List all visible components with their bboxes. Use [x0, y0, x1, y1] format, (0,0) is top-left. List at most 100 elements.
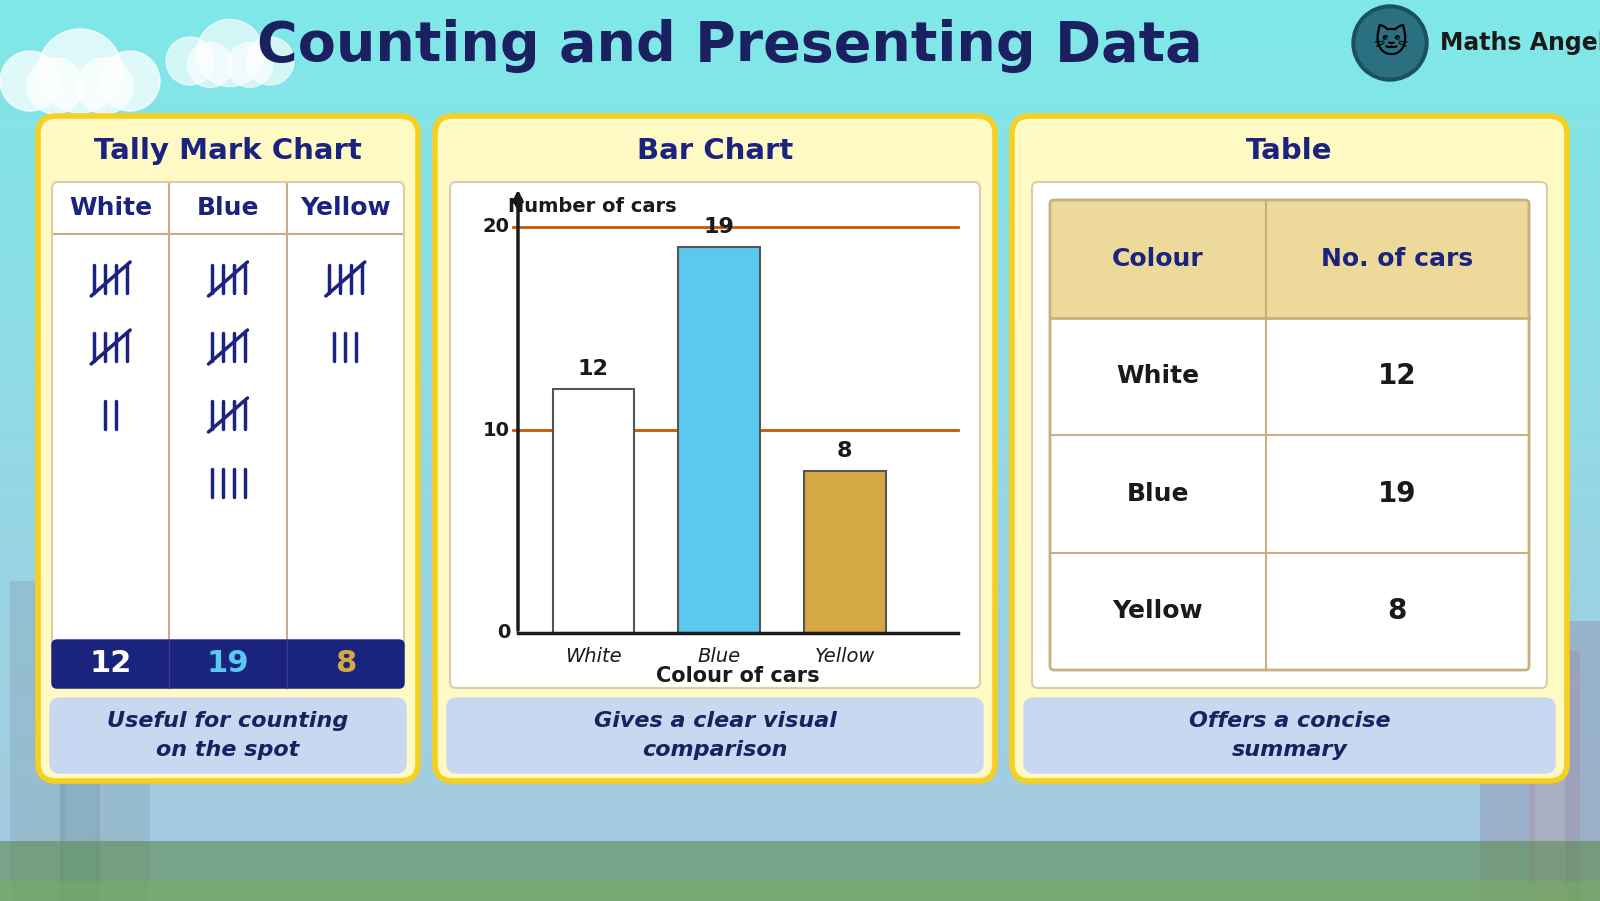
Text: Number of cars: Number of cars: [509, 197, 677, 216]
Bar: [0, 883, 1600, 886]
Bar: [0, 105, 1600, 108]
Bar: [0, 378, 1600, 381]
Text: Offers a concise
summary: Offers a concise summary: [1189, 711, 1390, 760]
Bar: [0, 646, 1600, 649]
Bar: [0, 198, 1600, 201]
Bar: [0, 489, 1600, 493]
Text: 🐱: 🐱: [1373, 26, 1408, 59]
Bar: [0, 441, 1600, 444]
Bar: [0, 550, 1600, 552]
Bar: [0, 223, 1600, 225]
Bar: [0, 613, 1600, 615]
Bar: [0, 853, 1600, 856]
Text: Counting and Presenting Data: Counting and Presenting Data: [258, 19, 1203, 73]
FancyBboxPatch shape: [446, 698, 982, 773]
Text: Blue: Blue: [197, 196, 259, 220]
Bar: [0, 669, 1600, 673]
Text: 19: 19: [206, 650, 250, 678]
Bar: [0, 78, 1600, 81]
Bar: [0, 733, 1600, 736]
Bar: [0, 471, 1600, 475]
Bar: [0, 574, 1600, 577]
Bar: [0, 640, 1600, 642]
Bar: [0, 514, 1600, 516]
Bar: [0, 243, 1600, 246]
FancyBboxPatch shape: [1032, 182, 1547, 688]
Bar: [0, 480, 1600, 484]
Bar: [0, 385, 1600, 387]
Circle shape: [1357, 9, 1424, 77]
Bar: [0, 24, 1600, 27]
Text: 12: 12: [90, 650, 131, 678]
Bar: [0, 820, 1600, 823]
Text: 12: 12: [1378, 362, 1416, 390]
Text: 20: 20: [483, 217, 510, 236]
Bar: [0, 534, 1600, 538]
Bar: [0, 48, 1600, 51]
Bar: [1050, 200, 1530, 317]
Text: White: White: [565, 647, 622, 666]
Bar: [0, 628, 1600, 631]
Bar: [0, 376, 1600, 378]
Bar: [0, 462, 1600, 466]
Bar: [0, 234, 1600, 237]
Text: Maths Angel: Maths Angel: [1440, 31, 1600, 55]
Bar: [0, 291, 1600, 295]
Bar: [0, 778, 1600, 781]
Bar: [0, 496, 1600, 498]
Bar: [0, 754, 1600, 757]
Bar: [0, 760, 1600, 763]
Bar: [0, 408, 1600, 412]
Bar: [0, 264, 1600, 268]
Bar: [0, 881, 1600, 901]
Bar: [0, 859, 1600, 862]
Bar: [0, 484, 1600, 487]
Bar: [0, 138, 1600, 141]
Bar: [0, 565, 1600, 568]
Bar: [0, 487, 1600, 489]
Bar: [0, 331, 1600, 333]
Bar: [0, 228, 1600, 232]
Bar: [0, 72, 1600, 75]
Bar: [0, 835, 1600, 838]
Bar: [0, 532, 1600, 534]
Bar: [0, 691, 1600, 694]
Bar: [0, 412, 1600, 414]
Bar: [0, 541, 1600, 543]
Bar: [0, 529, 1600, 532]
Text: Table: Table: [1246, 137, 1333, 165]
Bar: [0, 694, 1600, 696]
Bar: [0, 318, 1600, 322]
Bar: [0, 135, 1600, 138]
Bar: [0, 201, 1600, 205]
Bar: [0, 396, 1600, 399]
Text: Useful for counting
on the spot: Useful for counting on the spot: [107, 711, 349, 760]
Bar: [0, 577, 1600, 579]
Bar: [0, 736, 1600, 739]
Bar: [0, 246, 1600, 250]
Bar: [0, 315, 1600, 318]
Bar: [0, 772, 1600, 775]
Bar: [0, 523, 1600, 525]
Bar: [0, 856, 1600, 859]
Bar: [0, 210, 1600, 214]
Bar: [0, 327, 1600, 331]
Bar: [0, 153, 1600, 156]
Bar: [0, 601, 1600, 604]
Bar: [0, 30, 1600, 33]
Bar: [0, 336, 1600, 340]
FancyBboxPatch shape: [1024, 698, 1555, 773]
Bar: [0, 739, 1600, 742]
Bar: [0, 333, 1600, 336]
Bar: [0, 171, 1600, 174]
Bar: [0, 787, 1600, 790]
Bar: [0, 297, 1600, 300]
Bar: [0, 120, 1600, 123]
Bar: [0, 655, 1600, 658]
Bar: [0, 547, 1600, 550]
Bar: [0, 117, 1600, 120]
Bar: [0, 678, 1600, 682]
Bar: [0, 15, 1600, 18]
Bar: [0, 69, 1600, 72]
Bar: [0, 123, 1600, 126]
